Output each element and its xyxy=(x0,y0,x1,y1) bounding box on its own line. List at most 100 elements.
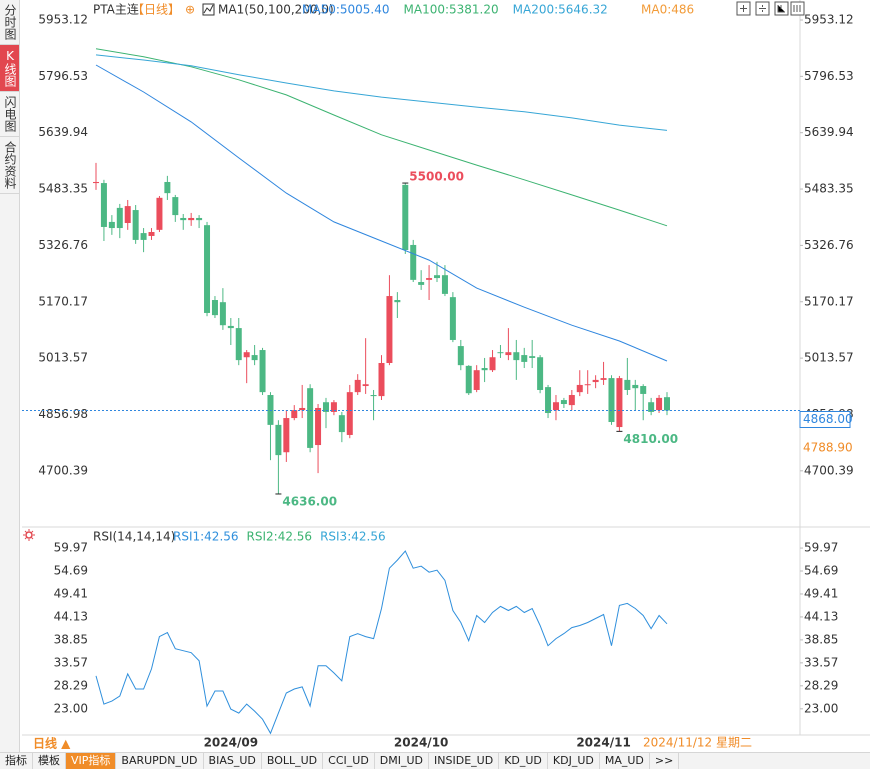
indicator-tab[interactable]: BARUPDN_UD xyxy=(116,753,204,769)
candle-body xyxy=(322,402,329,412)
add-button[interactable]: ⊕ xyxy=(185,3,195,17)
indicator-title: RSI(14,14,14) xyxy=(93,530,175,544)
indicator-tab[interactable]: 模板 xyxy=(33,753,66,769)
candle-body xyxy=(410,244,417,280)
candle-body xyxy=(196,217,203,221)
y-tick-label-right: 4700.39 xyxy=(804,463,854,477)
candle-body xyxy=(584,384,591,386)
candle-body xyxy=(402,184,409,250)
y-tick-label-right: 44.13 xyxy=(804,609,838,623)
candle-body xyxy=(632,384,639,389)
candle-body xyxy=(497,352,504,354)
y-tick-label-left: 49.41 xyxy=(54,586,88,600)
candle-body xyxy=(608,378,615,423)
candle-body xyxy=(537,357,544,390)
x-tick-label: 2024/10 xyxy=(394,736,448,750)
legend-entry: MA200:5646.32 xyxy=(513,3,608,17)
y-tick-label-left: 44.13 xyxy=(54,609,88,623)
y-tick-label-left: 23.00 xyxy=(54,701,88,715)
indicator-tab[interactable]: MA_UD xyxy=(600,753,650,769)
sidebar-tab[interactable]: 分时图 xyxy=(0,0,19,45)
move-button[interactable] xyxy=(790,1,805,16)
y-tick-label-left: 5013.57 xyxy=(38,351,88,365)
x-tick-label: 2024/11 xyxy=(576,736,630,750)
candle-body xyxy=(418,282,425,285)
y-tick-label-left: 5639.94 xyxy=(38,125,88,139)
candle-body xyxy=(307,388,314,448)
candle-body xyxy=(235,328,242,361)
indicator-tab[interactable]: BIAS_UD xyxy=(204,753,262,769)
candle-body xyxy=(227,325,234,329)
legend-entry: RSI2:42.56 xyxy=(247,530,313,544)
settings-icon[interactable] xyxy=(23,529,35,541)
candle-body xyxy=(299,407,306,411)
candle-body xyxy=(616,378,623,428)
indicator-tab[interactable]: KDJ_UD xyxy=(548,753,600,769)
y-tick-label-left: 5483.35 xyxy=(38,182,88,196)
y-tick-label-right: 5483.35 xyxy=(804,182,854,196)
candle-body xyxy=(108,221,115,229)
candle-body xyxy=(338,415,345,433)
indicator-tab[interactable]: DMI_UD xyxy=(375,753,430,769)
indicator-tab[interactable]: KD_UD xyxy=(499,753,548,769)
candle-body xyxy=(648,402,655,412)
indicator-extra: MA0:486 xyxy=(641,3,694,17)
candle-body xyxy=(251,355,258,361)
y-tick-label-right: 5326.76 xyxy=(804,238,854,252)
candle-body xyxy=(267,395,274,425)
candle-body xyxy=(592,379,599,383)
candle-body xyxy=(529,356,536,358)
legend-entry: MA50:5005.40 xyxy=(302,3,390,17)
y-tick-label-left: 33.57 xyxy=(54,655,88,669)
candle-body xyxy=(457,346,464,366)
candle-body xyxy=(449,297,456,340)
candle-body xyxy=(505,352,512,356)
indicator-tab[interactable]: BOLL_UD xyxy=(262,753,324,769)
candle-body xyxy=(140,233,147,240)
indicator-tab[interactable]: CCI_UD xyxy=(323,753,375,769)
cursor-date: 2024/11/12 星期二 xyxy=(643,736,752,750)
candle-body xyxy=(378,362,385,397)
y-tick-label-left: 5326.76 xyxy=(38,238,88,252)
indicator-tab[interactable]: 指标 xyxy=(0,753,33,769)
y-tick-label-left: 28.29 xyxy=(54,678,88,692)
candle-body xyxy=(132,210,139,240)
candle-body xyxy=(576,384,583,393)
candle-body xyxy=(116,207,123,229)
indicator-tabs: 指标 模板 VIP指标 BARUPDN_UD BIAS_UD BOLL_UD C… xyxy=(0,752,870,769)
extreme-label: 5500.00 xyxy=(409,170,464,184)
toolbar xyxy=(736,1,805,16)
indicator-tab[interactable]: INSIDE_UD xyxy=(429,753,500,769)
zoom-out-button[interactable] xyxy=(755,1,770,16)
sidebar-tab[interactable]: 闪电图 xyxy=(0,92,19,137)
candle-body xyxy=(560,400,567,405)
candle-body xyxy=(354,379,361,393)
ma-line xyxy=(95,48,668,227)
legend-entry: MA100:5381.20 xyxy=(404,3,499,17)
y-tick-label-right: 5796.53 xyxy=(804,69,854,83)
candle-body xyxy=(513,352,520,361)
sidebar-tab-active[interactable]: K线图 xyxy=(0,45,19,92)
candle-body xyxy=(211,300,218,316)
candle-body xyxy=(188,217,195,221)
candle-body xyxy=(600,378,607,380)
zoom-in-button[interactable] xyxy=(736,1,751,16)
legend-entry: RSI1:42.56 xyxy=(173,530,239,544)
more-button[interactable]: >> xyxy=(650,753,680,769)
y-tick-label-right: 5013.57 xyxy=(804,351,854,365)
candle-body xyxy=(394,300,401,303)
candle-body xyxy=(465,365,472,394)
period-selector[interactable]: 日线 ▲ xyxy=(33,736,71,751)
indicator-tab-active[interactable]: VIP指标 xyxy=(66,753,117,769)
y-tick-label-right: 23.00 xyxy=(804,701,838,715)
indicator-icon[interactable] xyxy=(202,3,215,16)
candle-body xyxy=(426,278,433,280)
reset-button[interactable] xyxy=(774,1,789,16)
candle-body xyxy=(156,197,163,230)
y-tick-label-right: 5170.17 xyxy=(804,294,854,308)
candle-body xyxy=(552,402,559,411)
candle-body xyxy=(545,387,552,414)
sidebar-tab[interactable]: 合约资料 xyxy=(0,137,19,194)
